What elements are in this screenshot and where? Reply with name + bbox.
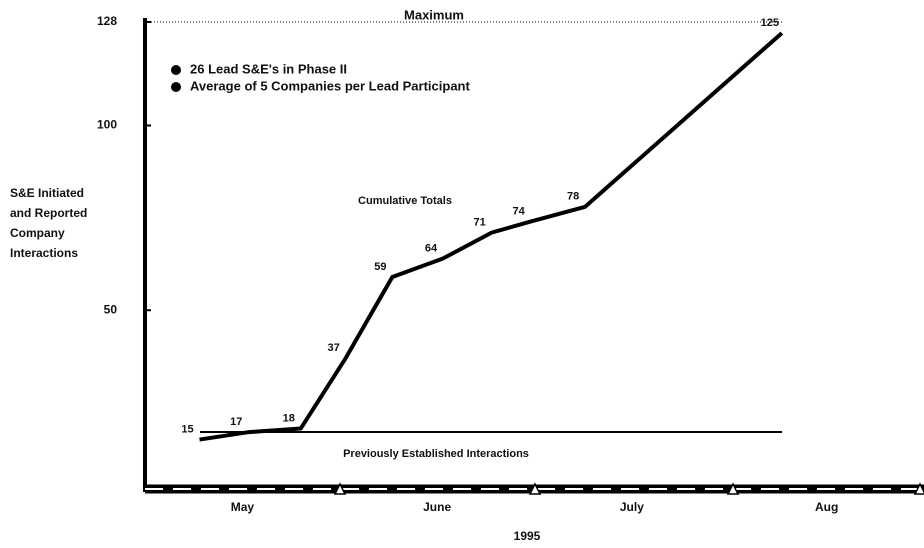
data-label: 15	[181, 423, 193, 435]
y-tick-label: 100	[97, 118, 117, 132]
y-axis-label: Company	[10, 226, 65, 240]
data-label: 37	[327, 342, 339, 354]
data-label: 59	[374, 261, 386, 273]
y-axis-label: S&E Initiated	[10, 186, 84, 200]
series-line	[199, 31, 784, 442]
bullet	[171, 65, 181, 75]
annotation: Average of 5 Companies per Lead Particip…	[190, 78, 470, 93]
data-label: 64	[425, 242, 438, 254]
y-tick-label: 50	[104, 302, 118, 316]
baseline-label: Previously Established Interactions	[343, 448, 529, 460]
axis-marker	[726, 482, 740, 495]
x-tick-label: Aug	[815, 500, 838, 514]
x-tick-label: July	[620, 500, 644, 514]
data-label: 78	[567, 191, 579, 203]
x-tick-label: May	[231, 500, 255, 514]
chart-title: Maximum	[404, 7, 464, 22]
annotation: 26 Lead S&E's in Phase II	[190, 61, 347, 76]
x-tick-label: June	[423, 500, 451, 514]
series-label: Cumulative Totals	[358, 195, 452, 207]
data-label: 17	[230, 416, 242, 428]
data-label: 125	[761, 17, 779, 29]
data-label: 18	[283, 412, 295, 424]
axis-marker	[333, 482, 347, 495]
data-label: 71	[474, 217, 486, 229]
axis-marker	[913, 482, 924, 495]
bullet	[171, 82, 181, 92]
x-axis-label: 1995	[514, 529, 541, 543]
y-tick-label: 128	[97, 14, 117, 28]
y-axis-label: Interactions	[10, 246, 78, 260]
data-label: 74	[512, 205, 525, 217]
y-axis-label: and Reported	[10, 206, 87, 220]
axis-marker	[528, 482, 542, 495]
